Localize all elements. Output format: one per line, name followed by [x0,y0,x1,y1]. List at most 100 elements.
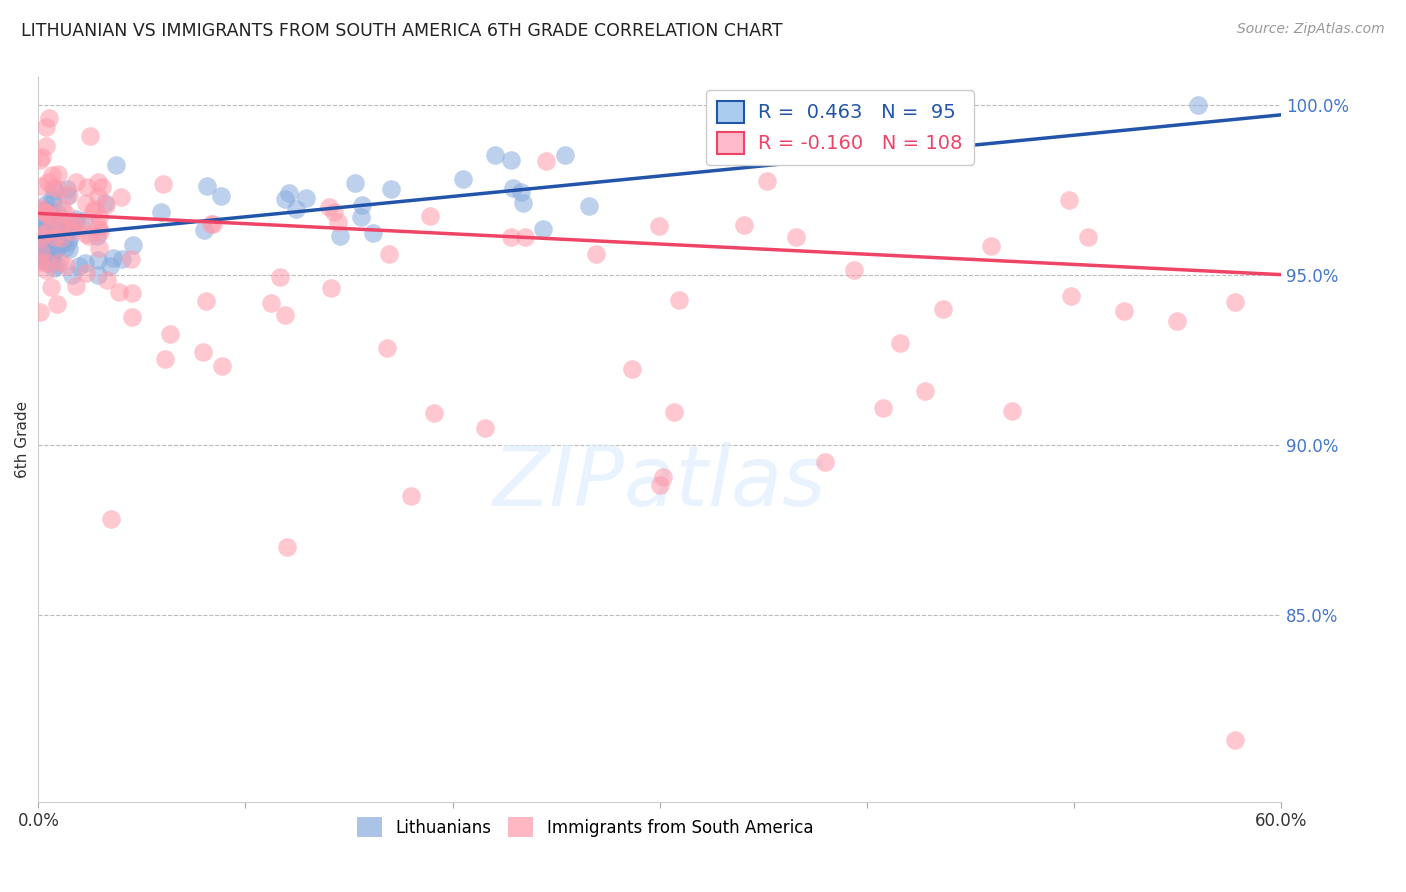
Point [75,266,97,280]
Point [49,220,72,235]
Point [86,189,108,203]
Point [35,120,58,134]
Point [150,205,173,219]
Point [41,235,63,249]
Point [82,204,104,219]
Point [53,241,76,255]
Legend: Lithuanians, Immigrants from South America: Lithuanians, Immigrants from South Ameri… [350,810,820,844]
Point [269,269,291,284]
Point [104,158,127,172]
Point [38,211,60,226]
Point [45,204,67,219]
Point [1166,314,1188,328]
Point [60,268,83,282]
Point [37,250,59,264]
Point [34,240,56,254]
Point [377,247,399,261]
Point [48,223,70,237]
Point [89,222,111,236]
Point [274,192,297,206]
Point [39,280,62,294]
Point [872,401,894,416]
Point [34,238,56,252]
Point [121,310,143,324]
Point [30,202,52,217]
Point [914,384,936,398]
Point [512,196,534,211]
Point [585,247,607,261]
Point [484,148,506,162]
Point [842,263,865,277]
Point [30,221,52,235]
Point [87,219,110,233]
Point [55,182,77,196]
Point [46,218,69,232]
Point [318,200,340,214]
Point [75,227,97,241]
Point [45,217,67,231]
Point [32,203,55,218]
Point [65,279,87,293]
Point [399,489,422,503]
Point [35,206,58,220]
Point [30,239,52,253]
Point [1001,403,1024,417]
Point [37,207,59,221]
Point [38,223,60,237]
Point [30,178,52,193]
Point [1225,733,1247,747]
Point [65,211,87,226]
Point [1112,303,1135,318]
Point [35,256,58,270]
Point [59,221,82,235]
Point [39,210,62,224]
Point [42,183,65,197]
Point [111,252,134,266]
Point [83,202,105,216]
Point [31,223,53,237]
Point [107,285,129,300]
Text: LITHUANIAN VS IMMIGRANTS FROM SOUTH AMERICA 6TH GRADE CORRELATION CHART: LITHUANIAN VS IMMIGRANTS FROM SOUTH AMER… [21,22,783,40]
Point [733,218,755,232]
Point [63,218,86,232]
Point [1057,193,1080,207]
Point [38,233,60,247]
Point [52,214,75,228]
Point [350,210,373,224]
Point [96,273,118,287]
Point [52,220,75,235]
Point [1060,289,1083,303]
Point [75,256,97,270]
Point [1077,230,1099,244]
Point [55,207,77,221]
Point [44,241,66,255]
Point [31,227,53,241]
Point [28,305,51,319]
Point [45,297,67,311]
Point [32,248,55,262]
Point [35,262,58,277]
Point [58,188,80,202]
Point [65,175,87,189]
Point [474,421,496,435]
Point [344,177,367,191]
Point [211,359,233,373]
Point [662,405,685,419]
Point [94,196,117,211]
Point [41,254,63,268]
Point [377,341,399,355]
Y-axis label: 6th Grade: 6th Grade [15,401,30,478]
Point [100,259,122,273]
Point [59,230,82,244]
Point [41,169,63,183]
Point [49,237,72,252]
Point [55,259,77,273]
Point [42,244,65,259]
Point [932,301,955,316]
Point [87,175,110,189]
Point [648,478,671,492]
Point [30,252,52,267]
Point [531,221,554,235]
Point [87,210,110,224]
Point [35,138,58,153]
